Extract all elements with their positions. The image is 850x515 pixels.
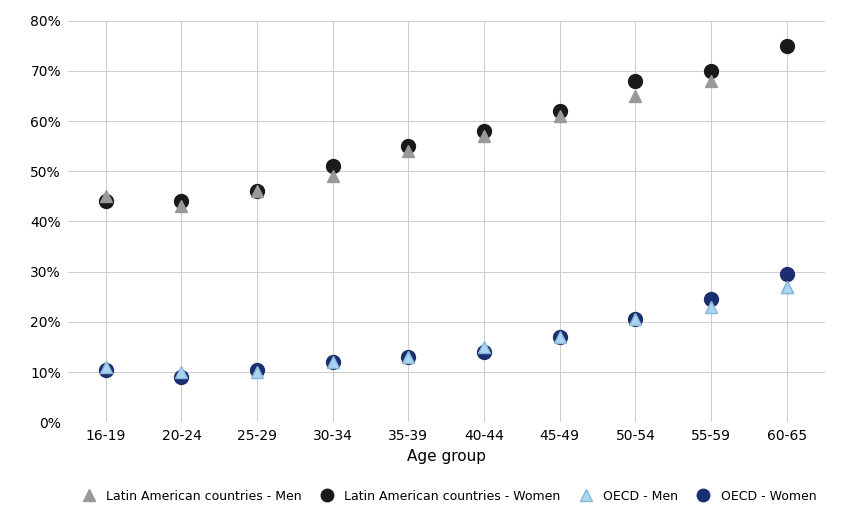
X-axis label: Age group: Age group: [407, 449, 485, 464]
Legend: Latin American countries - Men, Latin American countries - Women, OECD - Men, OE: Latin American countries - Men, Latin Am…: [71, 485, 821, 508]
